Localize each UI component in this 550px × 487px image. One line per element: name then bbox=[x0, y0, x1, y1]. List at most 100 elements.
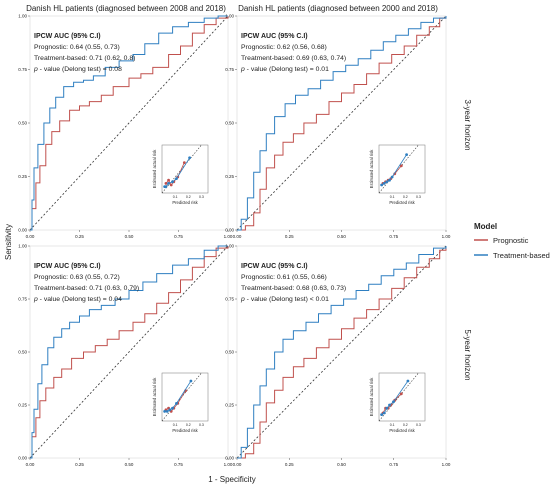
col-title-right: Danish HL patients (diagnosed between 20… bbox=[238, 4, 438, 13]
x-tick-label: 1.00 bbox=[442, 234, 451, 239]
inset-point-prognostic bbox=[399, 392, 403, 396]
inset-point-treatment bbox=[175, 177, 178, 181]
inset-point-treatment bbox=[168, 408, 172, 412]
p-rest: - value (Delong test) < 0.01 bbox=[245, 296, 329, 303]
inset-frame bbox=[161, 144, 209, 194]
roc-line-treatment bbox=[237, 16, 447, 231]
inset-point-prognostic bbox=[182, 161, 186, 165]
inset-point-treatment bbox=[406, 379, 410, 383]
inset-x-tick-label: 0.2 bbox=[186, 423, 191, 427]
roc-line-prognostic bbox=[30, 246, 229, 459]
p-rest: - value (Delong test) = 0.04 bbox=[38, 296, 122, 303]
legend-label-prognostic: Prognostic bbox=[493, 236, 529, 245]
x-tick-label: 1.00 bbox=[224, 234, 233, 239]
x-tick-label: 0.00 bbox=[26, 462, 35, 467]
y-tick-label: 0.75 bbox=[18, 297, 27, 302]
inset-point-treatment bbox=[164, 185, 168, 189]
y-tick-label: 0.00 bbox=[225, 228, 234, 233]
inset-x-tick-label: 0.3 bbox=[199, 423, 204, 427]
auc-prognostic: Prognostic: 0.64 (0.55, 0.73) bbox=[34, 44, 120, 51]
inset-x-tick-label: 0.2 bbox=[403, 423, 408, 427]
inset-x-title: Predicted risk bbox=[172, 200, 198, 205]
auc-title: IPCW AUC (95% C.I) bbox=[34, 263, 101, 270]
x-tick-label: 0.75 bbox=[174, 462, 183, 467]
inset-x-tick-label: 0.1 bbox=[173, 195, 178, 199]
inset-point-treatment bbox=[163, 410, 167, 413]
x-tick-label: 0.50 bbox=[125, 462, 134, 467]
y-tick-label: 1.00 bbox=[225, 244, 234, 249]
roc-panel-bottom-right: 0.00 0.25 0.50 0.75 1.000.000.250.500.751.00… bbox=[225, 244, 451, 468]
p-italic: p bbox=[240, 66, 245, 73]
row-title-top: 3-year horizon bbox=[463, 99, 472, 150]
inset-point-prognostic bbox=[167, 178, 170, 182]
inset-point-treatment bbox=[382, 182, 386, 185]
y-tick-label: 0.25 bbox=[225, 174, 234, 179]
inset-y-title: Estimated actual risk bbox=[369, 377, 374, 417]
roc-line-prognostic bbox=[237, 246, 447, 459]
y-tick-label: 0.00 bbox=[18, 456, 27, 461]
inset-x-tick-label: 0.3 bbox=[199, 195, 204, 199]
x-tick-label: 0.00 bbox=[26, 234, 35, 239]
legend: Model Prognostic Treatment-based bbox=[474, 222, 550, 260]
p-italic: p bbox=[33, 66, 38, 73]
y-tick-label: 0.00 bbox=[18, 228, 27, 233]
x-tick-label: 0.75 bbox=[389, 462, 398, 467]
y-tick-label: 1.00 bbox=[225, 14, 234, 19]
inset-x-tick-label: 0.2 bbox=[186, 195, 191, 199]
x-tick-label: 0.00 bbox=[233, 462, 242, 467]
inset-x-title: Predicted risk bbox=[389, 200, 415, 205]
inset-x-title: Predicted risk bbox=[389, 428, 415, 433]
auc-treatment: Treatment-based: 0.68 (0.63, 0.73) bbox=[241, 285, 346, 292]
inset-frame bbox=[378, 372, 426, 422]
y-tick-label: 0.50 bbox=[225, 121, 234, 126]
y-tick-label: 0.50 bbox=[225, 350, 234, 355]
inset-point-prognostic bbox=[399, 164, 403, 168]
p-value-line: p - value (Delong test) = 0.01 bbox=[240, 66, 329, 73]
auc-treatment: Treatment-based: 0.69 (0.63, 0.74) bbox=[241, 55, 346, 62]
legend-label-treatment: Treatment-based bbox=[493, 251, 550, 260]
roc-line-treatment bbox=[30, 15, 228, 231]
p-italic: p bbox=[240, 296, 245, 303]
inset-point-prognostic bbox=[169, 183, 173, 187]
reference-diagonal bbox=[29, 15, 229, 231]
p-rest: - value (Delong test) = 0.08 bbox=[38, 66, 122, 73]
inset-point-treatment bbox=[405, 153, 408, 157]
inset-point-treatment bbox=[390, 175, 394, 179]
x-tick-label: 1.00 bbox=[224, 462, 233, 467]
inset-y-title: Estimated actual risk bbox=[152, 149, 157, 189]
auc-title: IPCW AUC (95% C.I) bbox=[241, 33, 308, 40]
roc-line-treatment bbox=[30, 245, 228, 459]
y-tick-label: 0.25 bbox=[18, 174, 27, 179]
inset-point-treatment bbox=[385, 406, 389, 410]
p-value-line: p - value (Delong test) < 0.01 bbox=[240, 296, 329, 303]
inset-x-tick-label: 0.1 bbox=[173, 423, 178, 427]
x-tick-label: 1.00 bbox=[442, 462, 451, 467]
x-tick-label: 0.50 bbox=[125, 234, 134, 239]
y-tick-label: 0.50 bbox=[18, 350, 27, 355]
p-value-line: p - value (Delong test) = 0.04 bbox=[33, 296, 122, 303]
inset-x-tick-label: 0.3 bbox=[416, 423, 421, 427]
inset-point-treatment bbox=[171, 406, 174, 410]
roc-panel-top-left: 0.00 0.25 0.50 0.75 1.000.000.250.500.751.00… bbox=[18, 14, 233, 240]
reference-diagonal bbox=[236, 245, 447, 459]
inset-point-treatment bbox=[382, 411, 386, 415]
x-tick-label: 0.50 bbox=[337, 234, 346, 239]
x-tick-label: 0.00 bbox=[233, 234, 242, 239]
x-tick-label: 0.25 bbox=[285, 234, 294, 239]
reference-diagonal bbox=[29, 245, 229, 459]
inset-point-treatment bbox=[171, 180, 174, 184]
y-tick-label: 0.25 bbox=[18, 403, 27, 408]
auc-title: IPCW AUC (95% C.I) bbox=[241, 263, 308, 270]
inset-x-title: Predicted risk bbox=[172, 428, 198, 433]
x-tick-label: 0.75 bbox=[174, 234, 183, 239]
auc-treatment: Treatment-based: 0.71 (0.62, 0.8) bbox=[34, 55, 135, 62]
y-tick-label: 1.00 bbox=[18, 14, 27, 19]
y-tick-label: 0.75 bbox=[225, 67, 234, 72]
inset-y-title: Estimated actual risk bbox=[369, 149, 374, 189]
legend-title: Model bbox=[474, 222, 497, 231]
x-tick-label: 0.25 bbox=[75, 234, 84, 239]
x-tick-label: 0.50 bbox=[337, 462, 346, 467]
inset-point-treatment bbox=[165, 410, 169, 413]
